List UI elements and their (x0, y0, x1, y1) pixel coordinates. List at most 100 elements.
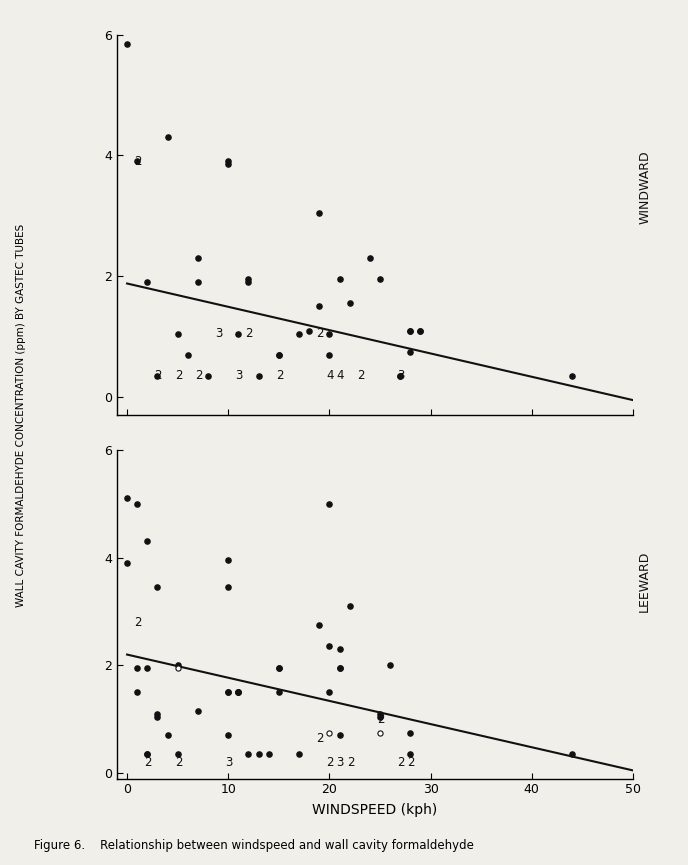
Point (223, 157, 234, 171)
Point (152, 709, 163, 723)
Point (273, 661, 284, 675)
Point (142, 275, 153, 289)
Point (405, 324, 416, 337)
Point (223, 685, 234, 699)
Point (223, 685, 234, 699)
Point (374, 709, 385, 723)
Text: 3: 3 (215, 327, 222, 340)
Point (122, 556, 133, 570)
Text: 2: 2 (276, 369, 283, 382)
Text: 2: 2 (316, 327, 324, 340)
Text: 4: 4 (326, 369, 334, 382)
Point (334, 272, 345, 286)
Point (264, 747, 275, 761)
Point (324, 639, 335, 653)
Point (122, 36, 133, 50)
Point (253, 747, 264, 761)
Point (202, 369, 213, 383)
Point (405, 345, 416, 359)
Point (294, 747, 305, 761)
Text: 2: 2 (397, 756, 405, 769)
Text: Figure 6.    Relationship between windspeed and wall cavity formaldehyde: Figure 6. Relationship between windspeed… (34, 839, 474, 852)
Point (193, 275, 204, 289)
Text: 4: 4 (336, 369, 344, 382)
Text: 2: 2 (144, 756, 152, 769)
Point (385, 658, 396, 672)
Text: 2: 2 (154, 369, 162, 382)
Point (334, 642, 345, 656)
Point (567, 369, 578, 383)
Text: WINDWARD: WINDWARD (638, 150, 651, 224)
Point (172, 658, 183, 672)
Point (273, 685, 284, 699)
Text: 3: 3 (336, 756, 344, 769)
Point (334, 728, 345, 742)
Point (273, 348, 284, 362)
Point (172, 327, 183, 341)
Point (223, 155, 234, 169)
Point (374, 726, 385, 740)
Text: 2: 2 (407, 756, 415, 769)
Point (324, 327, 335, 341)
Point (415, 324, 426, 337)
Point (395, 369, 406, 383)
Point (152, 369, 163, 383)
Point (131, 685, 142, 699)
Point (142, 661, 153, 675)
Text: 2: 2 (134, 155, 142, 168)
Point (334, 661, 345, 675)
Point (223, 728, 234, 742)
Point (395, 369, 406, 383)
Text: 2: 2 (316, 732, 324, 745)
Point (142, 747, 153, 761)
Text: 2: 2 (377, 713, 385, 726)
Point (243, 747, 254, 761)
Point (303, 324, 314, 337)
Point (162, 131, 173, 144)
Text: 2: 2 (357, 369, 364, 382)
Point (405, 747, 416, 761)
Point (172, 747, 183, 761)
Point (344, 297, 355, 311)
Point (131, 661, 142, 675)
Point (223, 580, 234, 594)
Point (233, 685, 244, 699)
Point (314, 618, 325, 631)
Point (162, 728, 173, 742)
Point (142, 535, 153, 548)
Point (233, 327, 244, 341)
Point (152, 580, 163, 594)
Point (314, 299, 325, 313)
Point (131, 155, 142, 169)
Point (405, 726, 416, 740)
Point (374, 707, 385, 721)
Point (365, 251, 376, 265)
Text: 3: 3 (397, 369, 405, 382)
Point (374, 272, 385, 286)
X-axis label: WINDSPEED (kph): WINDSPEED (kph) (312, 804, 438, 817)
Point (334, 661, 345, 675)
Point (142, 747, 153, 761)
Text: WALL CAVITY FORMALDEHYDE CONCENTRATION (ppm) BY GASTEC TUBES: WALL CAVITY FORMALDEHYDE CONCENTRATION (… (16, 223, 25, 607)
Point (152, 707, 163, 721)
Text: 3: 3 (225, 756, 233, 769)
Point (324, 348, 335, 362)
Point (567, 747, 578, 761)
Point (131, 497, 142, 510)
Point (294, 327, 305, 341)
Text: 2: 2 (326, 756, 334, 769)
Text: 2: 2 (134, 616, 142, 629)
Point (273, 661, 284, 675)
Point (233, 685, 244, 699)
Text: 2: 2 (347, 756, 354, 769)
Point (233, 685, 244, 699)
Point (243, 275, 254, 289)
Point (324, 497, 335, 510)
Point (193, 251, 204, 265)
Point (314, 206, 325, 220)
Text: LEEWARD: LEEWARD (638, 551, 651, 612)
Point (405, 324, 416, 337)
Point (193, 704, 204, 718)
Text: 2: 2 (175, 369, 182, 382)
Point (324, 685, 335, 699)
